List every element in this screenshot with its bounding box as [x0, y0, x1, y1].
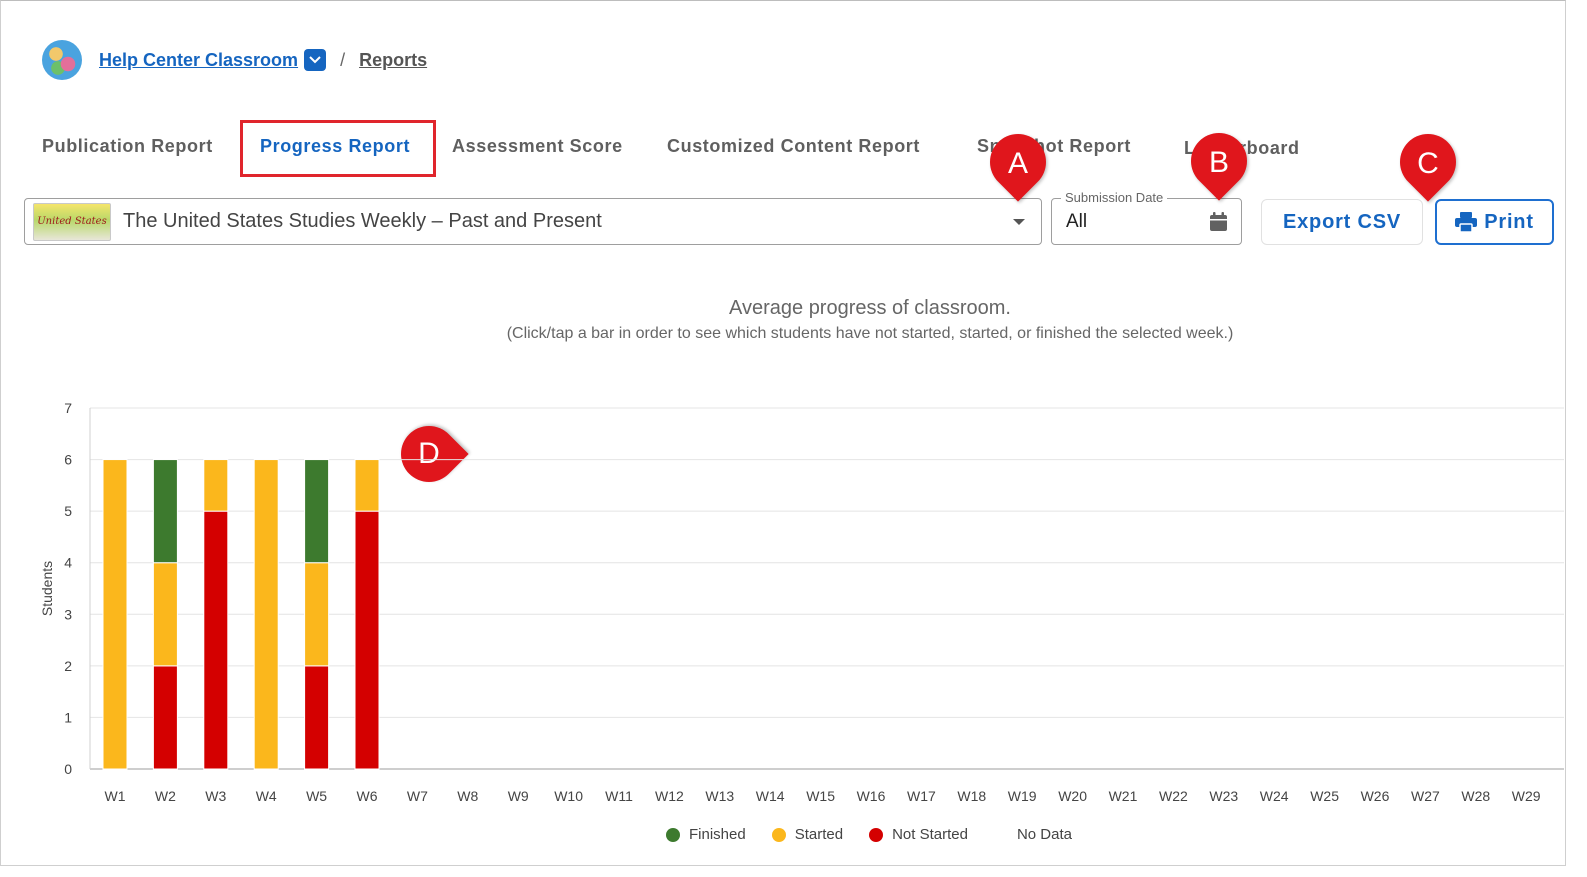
x-tick-label: W11 — [605, 788, 633, 804]
x-tick-label: W4 — [256, 788, 277, 804]
callout-b-letter: B — [1208, 146, 1229, 179]
x-tick-label: W14 — [756, 788, 785, 804]
x-tick-label: W15 — [806, 788, 835, 804]
submission-date-value: All — [1066, 211, 1088, 232]
breadcrumb: Help Center Classroom / Reports — [42, 40, 427, 80]
breadcrumb-separator: / — [340, 49, 346, 70]
legend-dot-finished — [666, 827, 680, 842]
app-frame — [0, 0, 1566, 866]
y-tick-label: 1 — [64, 709, 72, 725]
bar-segment-finished[interactable] — [304, 459, 330, 564]
x-tick-label: W22 — [1159, 788, 1188, 804]
chevron-down-icon — [309, 56, 321, 64]
x-tick-label: W16 — [857, 788, 886, 804]
reports-link[interactable]: Reports — [359, 49, 428, 70]
bar-segment-started[interactable] — [102, 459, 128, 770]
x-tick-label: W10 — [554, 788, 583, 804]
legend-started[interactable]: Started — [771, 826, 844, 843]
legend-not-started[interactable]: Not Started — [869, 826, 968, 843]
bar-segment-not-started[interactable] — [354, 510, 380, 770]
bar-segment-started[interactable] — [152, 562, 178, 667]
x-tick-label: W3 — [205, 788, 226, 804]
bar-segment-started[interactable] — [203, 459, 229, 512]
legend-label-finished: Finished — [689, 826, 746, 843]
bar-segment-not-started[interactable] — [304, 665, 330, 770]
printer-icon — [1455, 212, 1478, 232]
x-tick-label: W24 — [1260, 788, 1289, 804]
callout-a-letter: A — [1007, 147, 1028, 180]
y-tick-label: 0 — [64, 761, 72, 777]
callout-c-letter: C — [1417, 147, 1439, 180]
x-tick-label: W28 — [1461, 788, 1490, 804]
calendar-icon[interactable] — [1210, 212, 1227, 231]
callout-d-letter: D — [418, 437, 440, 470]
legend-label-not-started: Not Started — [892, 826, 968, 843]
chart-subtitle: (Click/tap a bar in order to see which s… — [506, 325, 1234, 342]
submission-date-label: Submission Date — [1061, 190, 1168, 205]
chart-title: Average progress of classroom. — [729, 297, 1011, 319]
bar-segment-not-started[interactable] — [203, 510, 229, 770]
print-button[interactable]: Print — [1435, 199, 1554, 245]
active-tab-highlight-box — [240, 120, 436, 177]
x-tick-label: W8 — [457, 788, 478, 804]
submission-date-field[interactable]: Submission Date All — [1051, 190, 1242, 245]
book-cover-thumbnail: United States — [33, 202, 111, 241]
x-tick-label: W19 — [1008, 788, 1037, 804]
x-tick-label: W18 — [957, 788, 986, 804]
legend-dot-started — [771, 827, 786, 842]
legend-label-no-data: No Data — [1016, 826, 1072, 843]
x-tick-label: W9 — [508, 788, 529, 804]
y-tick-label: 2 — [64, 658, 72, 674]
progress-chart: 0 1 2 3 4 5 6 7 Students W1 W2 W3 W4 W5 W6 W7 W8 W9 W10 W11… — [39, 400, 1564, 804]
x-tick-label: W21 — [1109, 788, 1138, 804]
y-tick-label: 6 — [64, 452, 72, 468]
x-tick-label: W26 — [1361, 788, 1390, 804]
x-tick-label: W29 — [1512, 788, 1541, 804]
x-tick-label: W1 — [105, 788, 126, 804]
book-cover-text: United States — [37, 216, 107, 227]
tab-assessment-score[interactable]: Assessment Score — [452, 136, 623, 156]
legend-no-data[interactable]: No Data — [1017, 826, 1072, 843]
legend-dot-not-started — [869, 827, 884, 842]
book-select[interactable]: United States The United States Studies … — [24, 198, 1042, 245]
caret-down-icon — [1013, 219, 1025, 225]
tab-customized-content-report[interactable]: Customized Content Report — [667, 136, 920, 156]
x-tick-label: W25 — [1310, 788, 1339, 804]
tab-progress-report[interactable]: Progress Report — [260, 136, 411, 156]
x-tick-label: W7 — [407, 788, 428, 804]
book-select-value: The United States Studies Weekly – Past … — [123, 210, 602, 232]
bar-segment-started[interactable] — [253, 459, 279, 770]
bar-segment-not-started[interactable] — [152, 665, 178, 770]
x-tick-label: W2 — [155, 788, 176, 804]
bar-segment-started[interactable] — [354, 459, 380, 512]
x-tick-label: W5 — [306, 788, 327, 804]
legend-label-started: Started — [794, 826, 844, 843]
legend-finished[interactable]: Finished — [666, 826, 746, 843]
chart-legend: Finished Started Not Started No Data — [666, 826, 1098, 843]
classroom-dropdown-button[interactable] — [304, 49, 327, 71]
y-tick-label: 5 — [64, 503, 72, 519]
classroom-link[interactable]: Help Center Classroom — [99, 49, 299, 70]
y-axis-label: Students — [39, 561, 55, 616]
x-tick-label: W17 — [907, 788, 936, 804]
print-label: Print — [1484, 210, 1534, 233]
x-tick-label: W23 — [1209, 788, 1238, 804]
y-tick-label: 3 — [64, 606, 72, 622]
export-csv-button[interactable]: Export CSV — [1261, 199, 1423, 245]
x-tick-label: W13 — [705, 788, 734, 804]
tab-publication-report[interactable]: Publication Report — [42, 136, 213, 156]
classroom-globe-icon — [42, 40, 82, 80]
x-tick-label: W20 — [1058, 788, 1087, 804]
x-tick-label: W12 — [655, 788, 684, 804]
y-tick-label: 4 — [64, 555, 72, 571]
bar-segment-started[interactable] — [304, 562, 330, 667]
y-tick-label: 7 — [64, 400, 72, 416]
bar-segment-finished[interactable] — [152, 459, 178, 564]
x-tick-label: W6 — [357, 788, 378, 804]
x-tick-label: W27 — [1411, 788, 1440, 804]
